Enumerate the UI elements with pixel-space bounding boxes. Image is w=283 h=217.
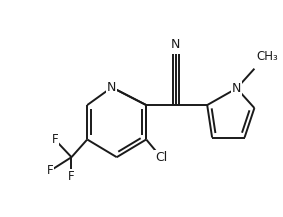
Text: F: F (52, 133, 58, 146)
Text: N: N (107, 81, 117, 94)
Text: CH₃: CH₃ (256, 50, 278, 63)
Text: N: N (171, 38, 180, 51)
Text: N: N (232, 82, 241, 95)
Text: F: F (46, 164, 53, 178)
Text: F: F (68, 170, 75, 183)
Text: Cl: Cl (155, 151, 167, 164)
